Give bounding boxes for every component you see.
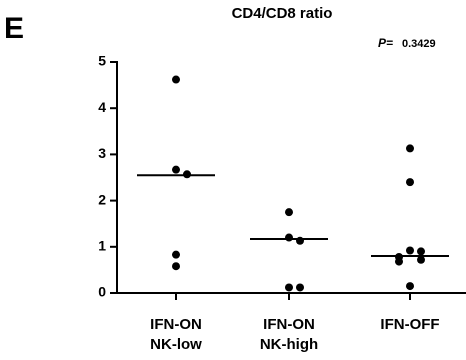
data-point: [172, 250, 180, 259]
data-point: [172, 165, 180, 174]
data-point: [406, 144, 414, 153]
data-point: [296, 283, 304, 292]
data-point: [172, 75, 180, 84]
p-label: P=: [378, 36, 393, 50]
y-tick-label: 0: [98, 284, 106, 300]
x-tick-label: IFN-ON NK-low: [150, 316, 202, 353]
y-tick-label: 3: [98, 145, 106, 161]
x-tick-label: IFN-OFF: [380, 316, 439, 333]
y-tick-label: 1: [98, 238, 106, 254]
data-point: [406, 282, 414, 291]
data-point: [285, 208, 293, 217]
x-tick-label: IFN-ON NK-high: [260, 316, 318, 353]
data-point: [406, 246, 414, 255]
data-point: [395, 257, 403, 266]
panel-label: E: [4, 12, 24, 45]
y-tick-label: 4: [98, 99, 106, 115]
data-point: [406, 178, 414, 187]
data-point: [285, 233, 293, 242]
chart-title: CD4/CD8 ratio: [232, 5, 333, 22]
y-tick-label: 2: [98, 191, 106, 207]
p-value: 0.3429: [402, 38, 436, 50]
data-point: [285, 283, 293, 292]
y-tick-label: 5: [98, 53, 106, 69]
data-point: [417, 255, 425, 264]
data-point: [417, 247, 425, 256]
data-point: [172, 262, 180, 271]
